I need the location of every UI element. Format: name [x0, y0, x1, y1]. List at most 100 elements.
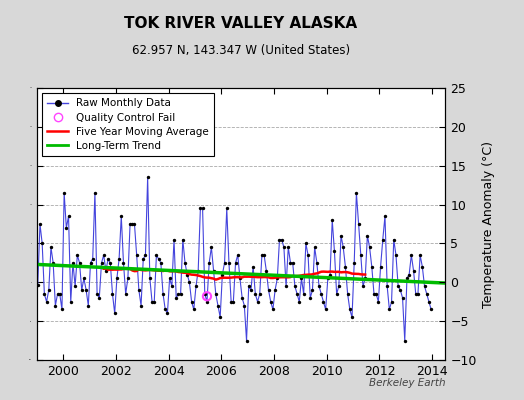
Point	[205, 260, 213, 266]
Point	[359, 283, 367, 289]
Point	[47, 244, 55, 250]
Point	[236, 275, 244, 282]
Point	[249, 264, 257, 270]
Point	[260, 252, 268, 258]
Point	[346, 306, 354, 313]
Point	[385, 306, 394, 313]
Point	[300, 291, 308, 297]
Point	[352, 190, 361, 196]
Point	[170, 236, 178, 243]
Point	[51, 302, 60, 309]
Text: TOK RIVER VALLEY ALASKA: TOK RIVER VALLEY ALASKA	[125, 16, 357, 31]
Point	[378, 236, 387, 243]
Point	[115, 256, 123, 262]
Point	[45, 287, 53, 293]
Point	[354, 221, 363, 227]
Point	[310, 244, 319, 250]
Point	[240, 302, 248, 309]
Point	[275, 236, 283, 243]
Point	[150, 298, 158, 305]
Point	[179, 236, 187, 243]
Point	[343, 291, 352, 297]
Point	[36, 221, 44, 227]
Point	[350, 260, 358, 266]
Point	[313, 260, 321, 266]
Point	[291, 283, 299, 289]
Point	[370, 291, 378, 297]
Point	[315, 283, 323, 289]
Point	[383, 283, 391, 289]
Point	[295, 298, 303, 305]
Point	[374, 298, 383, 305]
Point	[49, 260, 57, 266]
Point	[84, 302, 93, 309]
Point	[273, 275, 281, 282]
Point	[357, 252, 365, 258]
Point	[389, 236, 398, 243]
Point	[192, 283, 200, 289]
Point	[139, 256, 147, 262]
Point	[137, 302, 145, 309]
Point	[317, 291, 325, 297]
Text: Berkeley Earth: Berkeley Earth	[369, 378, 445, 388]
Point	[80, 275, 88, 282]
Point	[319, 298, 328, 305]
Point	[40, 291, 49, 297]
Point	[321, 306, 330, 313]
Point	[258, 252, 266, 258]
Point	[396, 287, 405, 293]
Point	[372, 291, 380, 297]
Point	[365, 244, 374, 250]
Point	[91, 190, 99, 196]
Point	[229, 298, 237, 305]
Point	[67, 298, 75, 305]
Point	[227, 298, 235, 305]
Point	[363, 232, 372, 239]
Point	[111, 310, 119, 316]
Point	[278, 236, 286, 243]
Point	[416, 252, 424, 258]
Point	[422, 291, 431, 297]
Point	[108, 291, 117, 297]
Point	[144, 174, 152, 180]
Point	[194, 268, 202, 274]
Point	[251, 291, 259, 297]
Point	[304, 252, 312, 258]
Point	[289, 260, 297, 266]
Point	[104, 256, 112, 262]
Point	[168, 283, 176, 289]
Point	[188, 298, 196, 305]
Legend: Raw Monthly Data, Quality Control Fail, Five Year Moving Average, Long-Term Tren: Raw Monthly Data, Quality Control Fail, …	[42, 93, 214, 156]
Point	[130, 221, 139, 227]
Point	[60, 190, 68, 196]
Point	[53, 291, 62, 297]
Point	[267, 298, 275, 305]
Point	[376, 264, 385, 270]
Point	[212, 291, 220, 297]
Point	[203, 293, 211, 300]
Point	[214, 302, 222, 309]
Point	[75, 260, 84, 266]
Point	[117, 213, 125, 220]
Point	[210, 268, 218, 274]
Point	[262, 268, 270, 274]
Point	[89, 256, 97, 262]
Point	[381, 213, 389, 220]
Point	[238, 295, 246, 301]
Y-axis label: Temperature Anomaly (°C): Temperature Anomaly (°C)	[482, 140, 495, 308]
Point	[286, 260, 294, 266]
Point	[387, 298, 396, 305]
Point	[256, 291, 264, 297]
Point	[152, 252, 161, 258]
Point	[221, 260, 229, 266]
Point	[172, 295, 180, 301]
Point	[341, 264, 350, 270]
Point	[405, 271, 413, 278]
Point	[97, 260, 106, 266]
Point	[100, 252, 108, 258]
Point	[282, 283, 290, 289]
Point	[324, 275, 332, 282]
Point	[398, 295, 407, 301]
Point	[196, 205, 204, 212]
Point	[95, 295, 104, 301]
